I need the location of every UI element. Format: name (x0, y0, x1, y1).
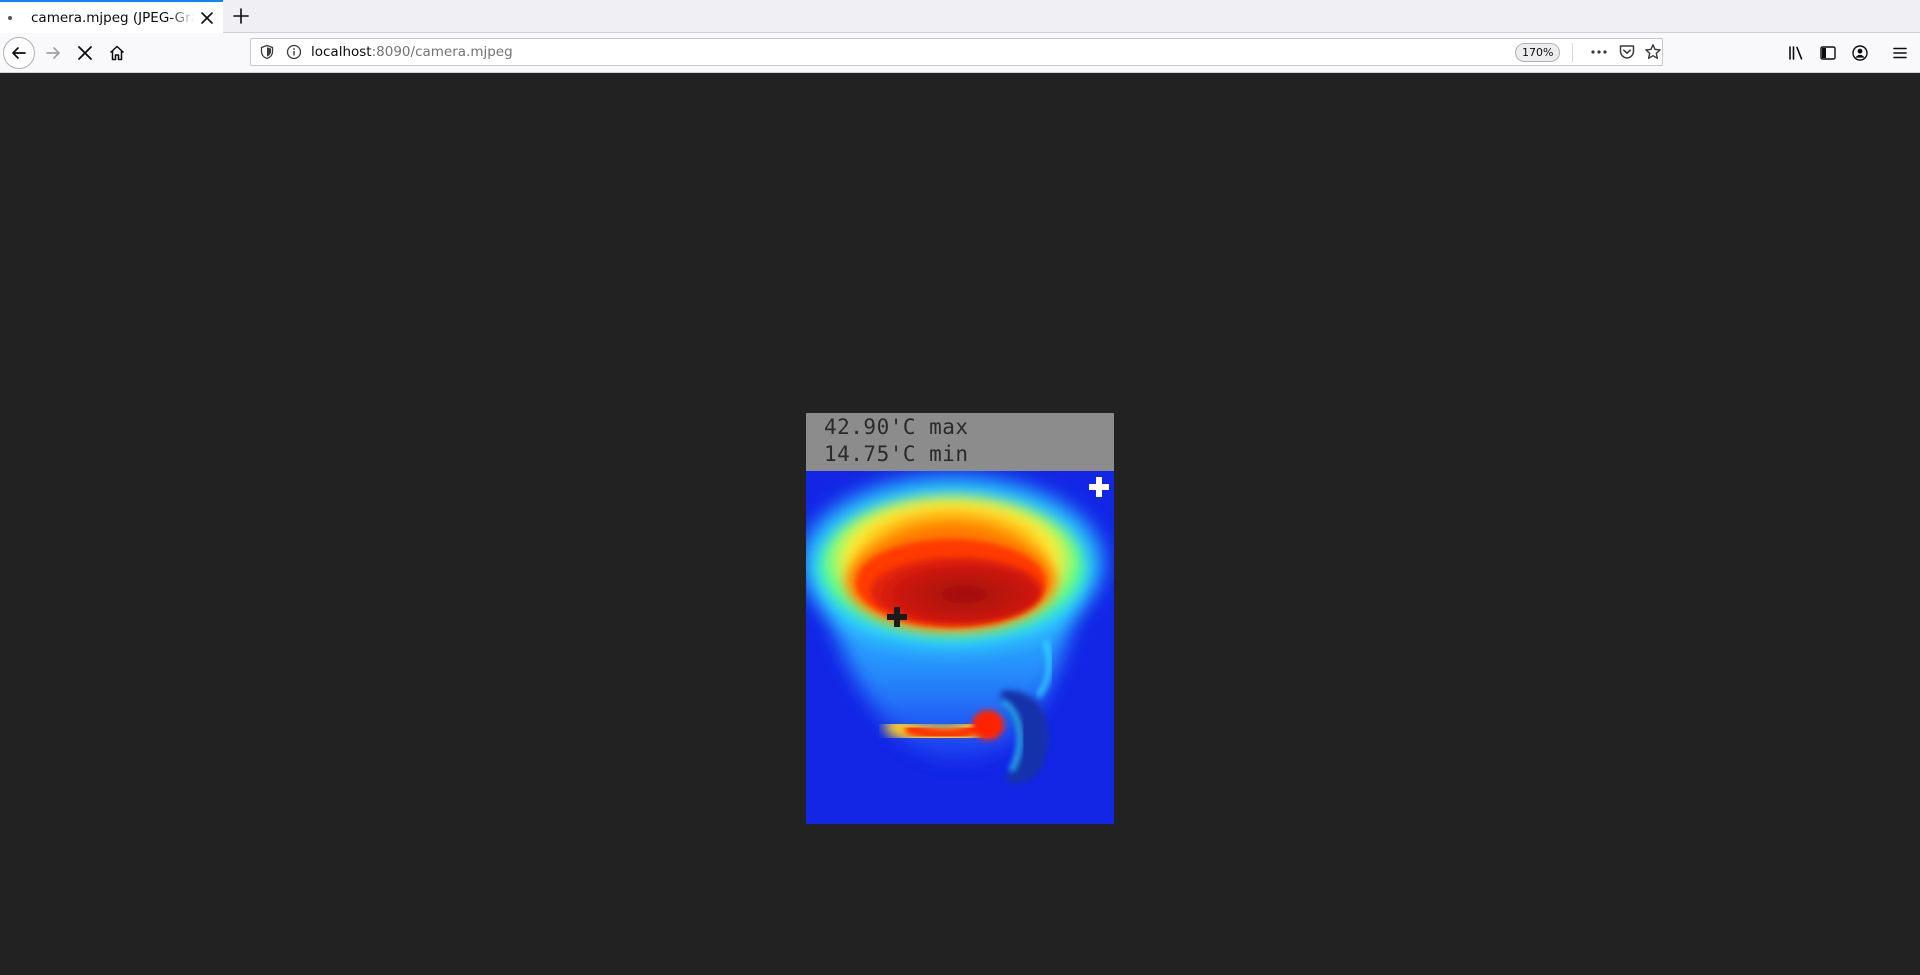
plus-icon[interactable] (230, 5, 252, 27)
camera-image: 42.90'C max 14.75'C min (806, 413, 1114, 824)
tab-strip: camera.mjpeg (JPEG-Grafik (0, 0, 1920, 33)
tab-camera[interactable]: camera.mjpeg (JPEG-Grafik (0, 0, 223, 33)
close-icon[interactable] (197, 8, 217, 28)
tab-title: camera.mjpeg (JPEG-Grafik (31, 10, 194, 26)
max-temperature: 42.90'C max (824, 415, 969, 439)
stop-icon (78, 46, 92, 60)
forward-button[interactable] (40, 33, 66, 73)
max-crosshair-icon (887, 607, 907, 627)
url-bar[interactable]: localhost:8090/camera.mjpeg 170% (250, 38, 1663, 66)
sidebar-button[interactable] (1815, 33, 1841, 73)
home-icon (109, 45, 125, 61)
arrow-left-icon (12, 47, 26, 59)
account-button[interactable] (1847, 33, 1873, 73)
more-icon[interactable] (1589, 42, 1609, 66)
url-host: localhost (311, 44, 372, 60)
thermal-cup-image (806, 471, 1114, 824)
info-icon[interactable] (286, 44, 302, 64)
page-content: 42.90'C max 14.75'C min (0, 74, 1920, 975)
url-path: :8090/camera.mjpeg (371, 44, 513, 60)
account-icon (1852, 45, 1868, 61)
min-crosshair-icon (1089, 477, 1109, 497)
navigation-toolbar: localhost:8090/camera.mjpeg 170% (0, 33, 1920, 73)
library-icon (1789, 46, 1803, 60)
star-icon[interactable] (1644, 43, 1662, 65)
url-text[interactable]: localhost:8090/camera.mjpeg (311, 44, 513, 60)
arrow-right-icon (46, 47, 60, 59)
stop-button[interactable] (72, 33, 98, 73)
back-button[interactable] (3, 33, 35, 73)
min-temperature: 14.75'C min (824, 442, 969, 466)
sidebar-icon (1820, 46, 1836, 60)
hamburger-icon (1893, 47, 1907, 59)
url-separator (1572, 43, 1573, 62)
menu-button[interactable] (1887, 33, 1913, 73)
loading-dot-icon (8, 16, 12, 20)
pocket-icon[interactable] (1618, 43, 1636, 65)
shield-icon[interactable] (259, 44, 275, 64)
home-button[interactable] (104, 33, 130, 73)
library-button[interactable] (1783, 33, 1809, 73)
temperature-overlay: 42.90'C max 14.75'C min (806, 413, 1114, 471)
zoom-indicator[interactable]: 170% (1515, 43, 1561, 62)
